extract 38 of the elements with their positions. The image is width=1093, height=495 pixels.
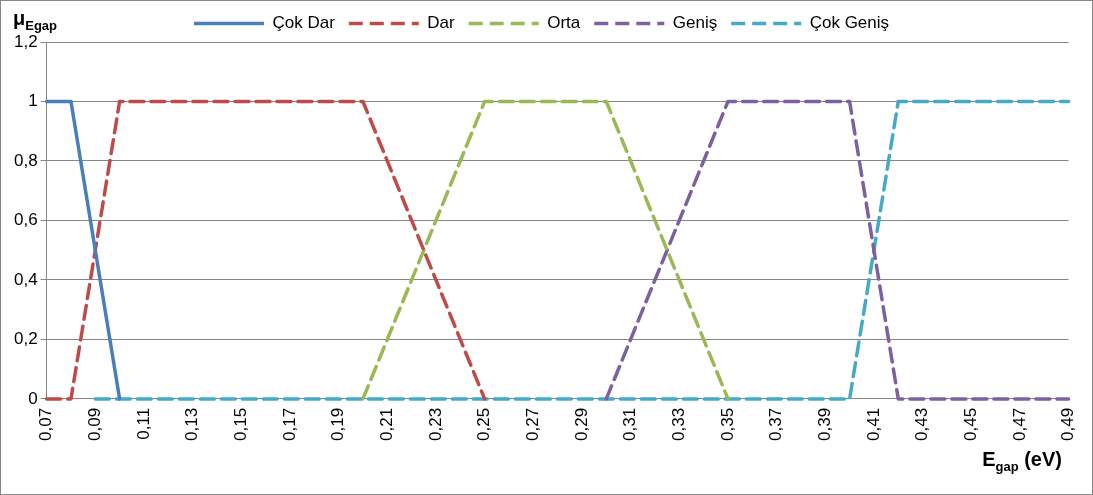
x-tick-label: 0,27 [522,407,542,442]
x-tick-label: 0,25 [474,407,494,442]
line-series [44,99,487,401]
x-tick-label: 0,13 [182,407,202,442]
x-tick-label: 0,07 [36,407,56,442]
legend-label: Çok Dar [272,13,336,33]
y-axis-title: μ$_{Egap}$ [13,7,58,33]
x-tick-label: 0,11 [133,407,153,440]
x-tick-label: 0,37 [766,407,786,442]
legend-label: Çok Geniş [809,13,890,33]
x-tick-label: 0,21 [376,407,396,442]
x-tick-label: 0,15 [230,407,250,442]
legend-label: Geniş [672,13,718,33]
x-tick-label: 0,39 [814,407,834,442]
y-tick-label: 0,4 [13,269,38,289]
x-tick-label: 0,19 [328,407,348,442]
x-tick-label: 0,33 [668,407,688,442]
x-tick-label: 0,41 [863,407,883,442]
y-tick-label: 0,6 [13,210,38,230]
legend-label: Orta [547,13,581,33]
x-tick-label: 0,35 [717,407,737,442]
line-series [604,99,1071,401]
x-tick-label: 0,49 [1058,407,1078,442]
x-tick-label: 0,29 [571,407,591,442]
y-tick-label: 0,8 [13,150,38,170]
x-tick-label: 0,47 [1009,407,1029,442]
x-tick-label: 0,45 [960,407,980,442]
x-tick-label: 0,17 [279,407,299,442]
legend-label: Dar [427,13,456,33]
line-series [361,99,730,401]
y-tick-label: 1 [28,91,38,111]
x-tick-label: 0,23 [425,407,445,442]
y-tick-label: 0 [28,388,38,408]
x-axis-title: E$_{gap}$ (eV) [982,448,1062,474]
x-tick-label: 0,09 [84,407,104,442]
x-tick-label: 0,31 [620,407,640,442]
y-tick-label: 0,2 [13,329,38,349]
x-tick-label: 0,43 [912,407,932,442]
